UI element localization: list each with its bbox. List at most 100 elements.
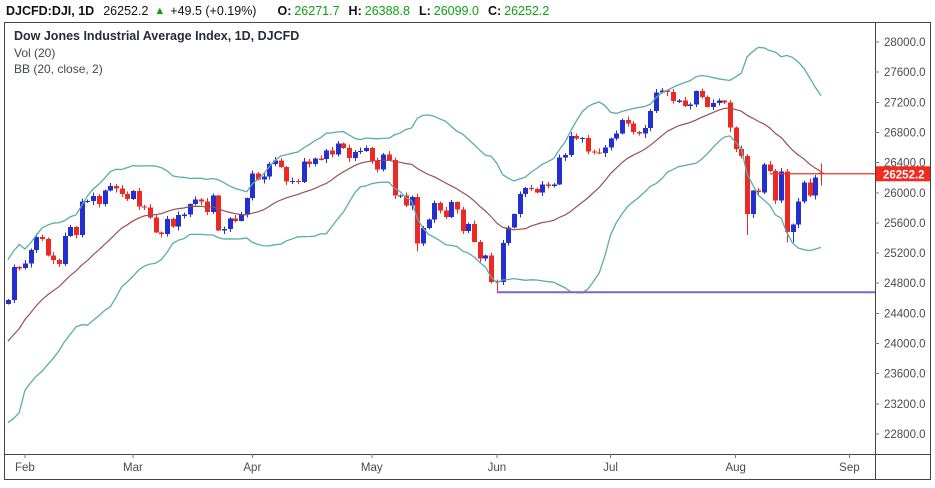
chart-area[interactable]: 28000.0 27600.0 27200.0 26800.0 26400.0 26000… <box>4 22 931 480</box>
candle-up <box>751 190 756 215</box>
candle-up <box>364 148 369 152</box>
close-value: 26252.2 <box>504 4 550 18</box>
candle-up <box>398 195 403 197</box>
candle-up <box>273 160 278 164</box>
candle-down <box>444 210 449 217</box>
candle-up <box>466 223 471 232</box>
month-label: Jul <box>603 462 618 474</box>
candle-up <box>12 267 17 300</box>
candle-up <box>603 147 608 154</box>
candle-up <box>648 110 653 128</box>
candle-down <box>347 147 352 158</box>
price-scale[interactable]: 28000.027600.027200.026800.026400.026000… <box>875 37 926 441</box>
candle-up <box>188 204 193 215</box>
candle-up <box>85 200 90 203</box>
y-tick-label: 24800.0 <box>884 278 926 290</box>
candle-down <box>148 207 153 218</box>
candle-down <box>330 150 335 155</box>
candle-down <box>626 119 631 124</box>
candle-down <box>472 223 477 242</box>
month-label: Sep <box>839 462 859 474</box>
y-tick-label: 24400.0 <box>884 308 926 320</box>
candle-down <box>159 232 164 235</box>
candle-up <box>614 133 619 139</box>
candle-up <box>813 177 818 196</box>
open-value: 26271.7 <box>294 4 340 18</box>
last-price-badge: 26252.2 <box>876 166 930 182</box>
candle-up <box>512 213 517 228</box>
candle-up <box>63 236 68 265</box>
candlestick-chart[interactable]: 28000.027600.027200.026800.026400.026000… <box>5 23 930 479</box>
candle-up <box>358 151 363 153</box>
candle-up <box>193 199 198 205</box>
candle-up <box>552 184 557 186</box>
candle-down <box>637 132 642 134</box>
candle-down <box>546 184 551 186</box>
y-tick-label: 25600.0 <box>884 218 926 230</box>
candle-up <box>211 195 216 212</box>
bb-middle-band <box>7 107 822 342</box>
candle-down <box>773 171 778 201</box>
candle-up <box>245 198 250 215</box>
candle-down <box>728 102 733 128</box>
y-tick-label: 28000.0 <box>884 37 926 49</box>
candle-down <box>57 260 62 265</box>
candle-down <box>307 161 312 164</box>
candle-down <box>745 156 750 215</box>
candle-up <box>381 154 386 170</box>
candle-up <box>688 104 693 106</box>
candle-down <box>478 241 483 259</box>
candle-down <box>114 185 119 189</box>
month-label: Feb <box>15 462 35 474</box>
candle-up <box>182 214 187 216</box>
candle-up <box>250 173 255 199</box>
candle-up <box>131 190 136 200</box>
price-change: +49.5 (+0.19%) <box>170 4 257 18</box>
candle-down <box>46 238 51 256</box>
candle-up <box>643 127 648 134</box>
candle-down <box>415 197 420 244</box>
candle-up <box>228 218 233 230</box>
y-tick-label: 23200.0 <box>884 399 926 411</box>
candle-up <box>518 193 523 214</box>
low-value: 26099.0 <box>433 4 479 18</box>
y-tick-label: 25200.0 <box>884 248 926 260</box>
candle-down <box>120 188 125 194</box>
candle-down <box>722 100 727 103</box>
candle-down <box>97 196 102 205</box>
month-label: Apr <box>243 462 261 474</box>
candle-down <box>74 227 79 236</box>
candle-down <box>438 203 443 211</box>
y-tick-label: 24000.0 <box>884 339 926 351</box>
candle-up <box>717 100 722 103</box>
candle-down <box>370 148 375 161</box>
candle-up <box>540 184 545 193</box>
last-price-label-bg <box>876 166 930 182</box>
candle-up <box>421 228 426 244</box>
candle-down <box>404 195 409 206</box>
candle-up <box>779 171 784 201</box>
candle-up <box>23 263 28 269</box>
candle-down <box>199 199 204 202</box>
candle-up <box>427 219 432 229</box>
candle-up <box>563 154 568 158</box>
candle-down <box>734 127 739 149</box>
month-label: Mar <box>123 462 143 474</box>
candle-up <box>711 102 716 107</box>
candle-up <box>449 202 454 217</box>
candle-down <box>387 154 392 160</box>
candle-down <box>819 172 824 174</box>
candle-down <box>768 164 773 172</box>
candle-down <box>683 100 688 106</box>
month-label: Aug <box>725 462 745 474</box>
y-tick-label: 26800.0 <box>884 127 926 139</box>
candle-down <box>631 123 636 133</box>
symbol-name[interactable]: DJCFD:DJI, 1D <box>6 4 95 18</box>
candle-down <box>705 97 710 107</box>
candle-down <box>665 90 670 93</box>
candle-up <box>791 224 796 233</box>
candle-down <box>756 190 761 193</box>
candle-down <box>785 171 790 233</box>
candle-down <box>319 158 324 160</box>
time-scale[interactable]: Feb Mar Apr May Jun Jul Aug Sep <box>15 454 860 474</box>
